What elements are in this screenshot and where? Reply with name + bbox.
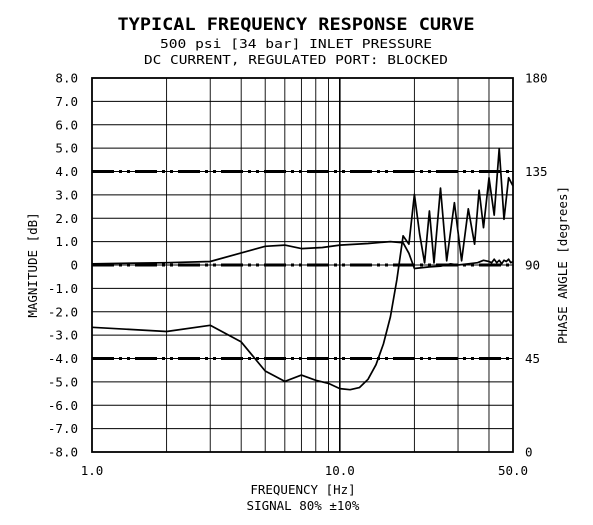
plot-frame <box>91 77 514 453</box>
y-right-tick-label: 0 <box>525 445 533 460</box>
y-right-tick-label: 45 <box>525 351 540 366</box>
chart-title: TYPICAL FREQUENCY RESPONSE CURVE <box>118 15 475 35</box>
x-tick-label: 10.0 <box>325 463 355 478</box>
x-axis-label: FREQUENCY [Hz] <box>250 482 355 497</box>
y-left-tick-label: -3.0 <box>48 328 78 343</box>
x-tick-label: 50.0 <box>498 463 528 478</box>
chart-subtitle-1: 500 psi [34 bar] INLET PRESSURE <box>160 36 432 51</box>
y-left-tick-label: -6.0 <box>48 398 78 413</box>
chart-subtitle-2: DC CURRENT, REGULATED PORT: BLOCKED <box>144 52 448 67</box>
y-left-tick-label: 7.0 <box>55 94 78 109</box>
y-left-tick-label: 6.0 <box>55 117 78 132</box>
x-tick-label: 1.0 <box>81 463 104 478</box>
y-left-tick-label: -8.0 <box>48 445 78 460</box>
y-axis-right-label: PHASE ANGLE [degrees] <box>555 186 570 344</box>
y-right-tick-label: 90 <box>525 258 540 273</box>
y-left-tick-label: 2.0 <box>55 211 78 226</box>
y-left-tick-label: 3.0 <box>55 187 78 202</box>
y-left-tick-label: -1.0 <box>48 281 78 296</box>
magnitude-series-line <box>91 240 514 270</box>
y-right-tick-label: 135 <box>525 164 548 179</box>
phase-series-line <box>91 147 514 391</box>
y-left-tick-label: 8.0 <box>55 71 78 86</box>
y-left-tick-labels: 8.0 7.0 6.0 5.0 4.0 3.0 2.0 1.0 0 -1.0 -2.0 -3.0 -4.… <box>48 71 78 460</box>
series-lines <box>91 147 514 391</box>
y-left-tick-label: 5.0 <box>55 141 78 156</box>
x-tick-labels: 1.0 10.0 50.0 <box>81 463 528 478</box>
y-left-tick-label: -4.0 <box>48 351 78 366</box>
y-left-tick-label: 1.0 <box>55 234 78 249</box>
y-left-tick-label: -2.0 <box>48 304 78 319</box>
x-axis-signal-label: SIGNAL 80% ±10% <box>247 498 360 513</box>
y-right-tick-label: 180 <box>525 71 548 86</box>
y-right-tick-labels: 180 135 90 45 0 <box>525 71 548 460</box>
y-left-tick-label: 4.0 <box>55 164 78 179</box>
y-left-tick-label: 0 <box>70 258 78 273</box>
y-left-tick-label: -5.0 <box>48 374 78 389</box>
y-axis-left-label: MAGNITUDE [dB] <box>25 212 40 317</box>
y-left-tick-label: -7.0 <box>48 421 78 436</box>
